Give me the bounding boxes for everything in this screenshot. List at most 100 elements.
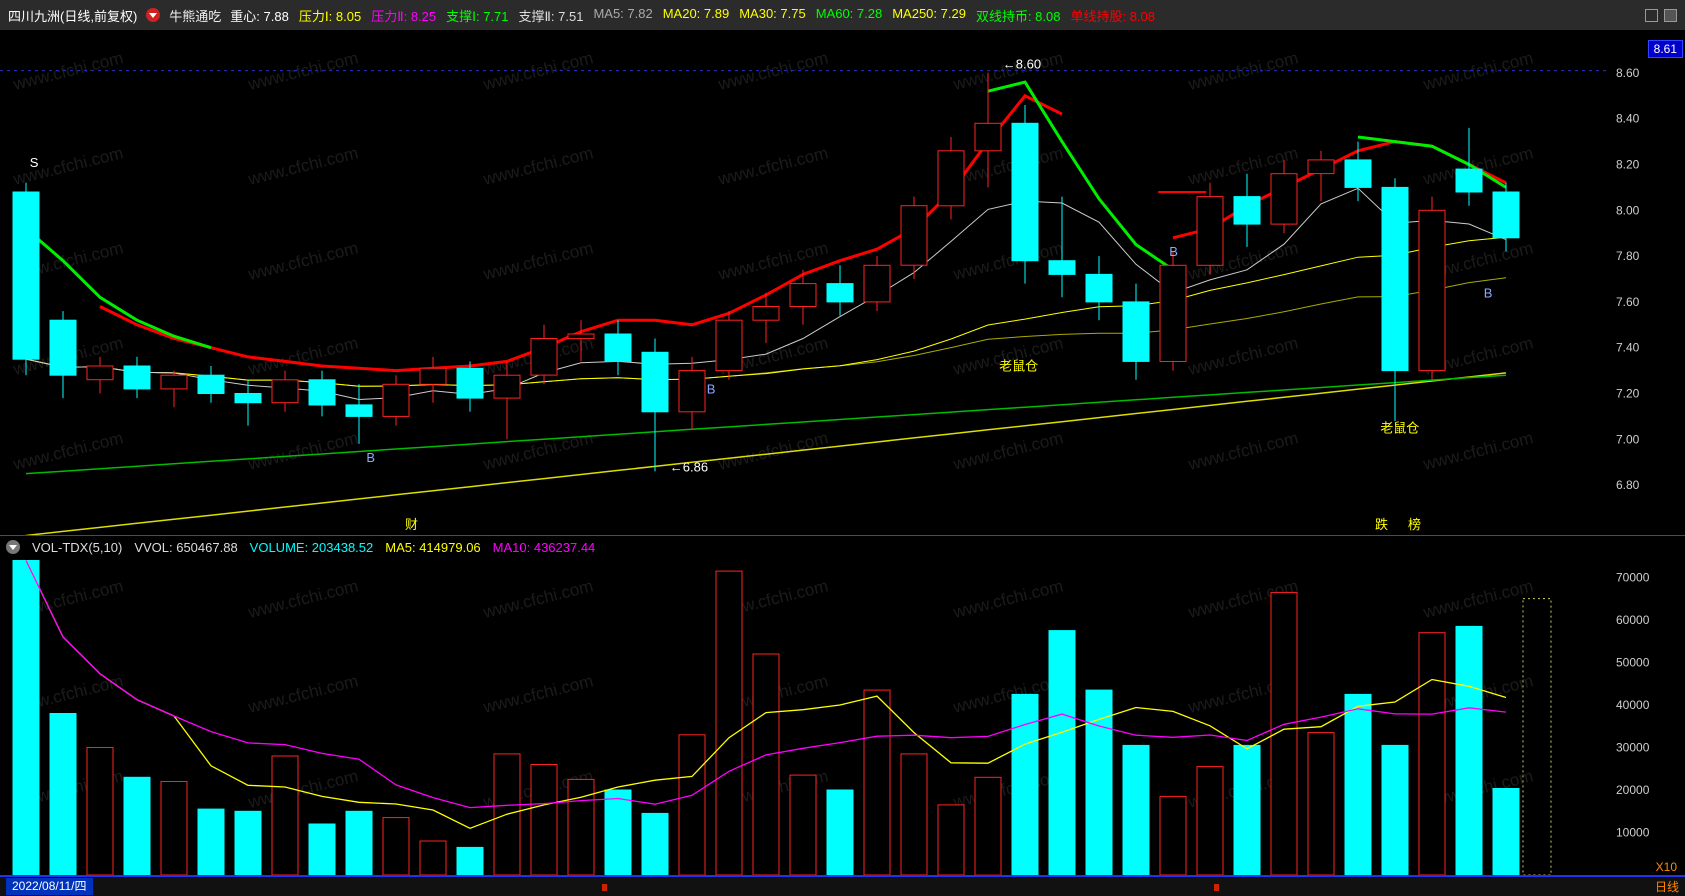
svg-text:B: B <box>1169 244 1178 259</box>
indicator-reading: 支撑Ⅱ: 7.51 <box>518 8 584 24</box>
svg-text:50000: 50000 <box>1616 656 1650 670</box>
svg-text:www.cfchi.com: www.cfchi.com <box>715 143 830 189</box>
indicator-reading: 压力Ⅱ: 8.25 <box>371 8 437 24</box>
svg-text:www.cfchi.com: www.cfchi.com <box>245 238 360 284</box>
svg-text:www.cfchi.com: www.cfchi.com <box>480 576 595 622</box>
candlestick-layer[interactable] <box>12 72 1520 472</box>
vol-dropdown-icon[interactable] <box>6 540 20 554</box>
indicator-name[interactable]: 牛熊通吃 <box>169 8 222 24</box>
svg-text:www.cfchi.com: www.cfchi.com <box>245 48 360 94</box>
svg-text:←6.86: ←6.86 <box>670 459 708 474</box>
volume-reading: MA5: 414979.06 <box>385 539 481 555</box>
svg-text:www.cfchi.com: www.cfchi.com <box>10 48 125 94</box>
ma250-line <box>25 372 1507 535</box>
svg-text:www.cfchi.com: www.cfchi.com <box>245 766 360 812</box>
svg-text:www.cfchi.com: www.cfchi.com <box>245 671 360 717</box>
chart-bottom-label: 跌 <box>1375 517 1389 532</box>
volume-chart[interactable]: www.cfchi.com www.cfchi.com www.cfchi.com w… <box>0 558 1685 875</box>
svg-text:老鼠仓: 老鼠仓 <box>1380 420 1419 435</box>
svg-text:20000: 20000 <box>1616 783 1650 797</box>
svg-text:8.20: 8.20 <box>1616 158 1640 172</box>
chevron-down-icon <box>9 544 17 550</box>
svg-text:www.cfchi.com: www.cfchi.com <box>480 48 595 94</box>
svg-text:B: B <box>366 450 375 465</box>
window-controls <box>1645 8 1677 22</box>
svg-text:www.cfchi.com: www.cfchi.com <box>1420 428 1535 474</box>
main-price-chart[interactable]: www.cfchi.com www.cfchi.com www.cfchi.com w… <box>0 30 1685 535</box>
svg-text:www.cfchi.com: www.cfchi.com <box>245 143 360 189</box>
svg-text:www.cfchi.com: www.cfchi.com <box>480 671 595 717</box>
chart-title: 四川九洲(日线,前复权) <box>8 8 138 24</box>
svg-text:70000: 70000 <box>1616 571 1650 585</box>
layout-toggle-icon[interactable] <box>1664 8 1677 22</box>
svg-text:←8.60: ←8.60 <box>1003 56 1041 71</box>
svg-text:www.cfchi.com: www.cfchi.com <box>1420 48 1535 94</box>
svg-text:www.cfchi.com: www.cfchi.com <box>480 143 595 189</box>
indicator-dropdown-icon[interactable] <box>146 8 161 22</box>
hold-stock-red-line <box>99 93 1507 373</box>
date-label: 2022/08/11/四 <box>6 878 93 895</box>
svg-text:www.cfchi.com: www.cfchi.com <box>245 576 360 622</box>
vvol-forecast-bar <box>1522 598 1552 875</box>
svg-text:www.cfchi.com: www.cfchi.com <box>10 428 125 474</box>
svg-text:7.80: 7.80 <box>1616 249 1640 263</box>
chart-bottom-label: 榜 <box>1408 517 1422 532</box>
svg-text:S: S <box>30 155 39 170</box>
svg-text:www.cfchi.com: www.cfchi.com <box>245 333 360 379</box>
indicator-reading: 单线持股: 8.08 <box>1070 8 1155 24</box>
svg-text:www.cfchi.com: www.cfchi.com <box>480 428 595 474</box>
period-selector[interactable]: 日线 <box>1654 880 1679 894</box>
svg-text:40000: 40000 <box>1616 698 1650 712</box>
indicator-reading: MA20: 7.89 <box>662 5 730 21</box>
volume-reading: VOLUME: 203438.52 <box>249 539 374 555</box>
volume-reading: VOL-TDX(5,10) <box>32 539 123 555</box>
volume-panel[interactable]: www.cfchi.com www.cfchi.com www.cfchi.com w… <box>0 558 1685 875</box>
svg-text:B: B <box>1484 285 1493 300</box>
watermark-layer: www.cfchi.com www.cfchi.com www.cfchi.com w… <box>10 48 1535 474</box>
svg-text:www.cfchi.com: www.cfchi.com <box>950 428 1065 474</box>
main-chart-panel[interactable]: www.cfchi.com www.cfchi.com www.cfchi.com w… <box>0 30 1685 535</box>
svg-text:7.20: 7.20 <box>1616 387 1640 401</box>
price-axis: 8.60 8.40 8.20 8.00 7.80 7.60 7.40 7.20 7.00 6.80 <box>1616 66 1640 492</box>
vol-ma10-line <box>25 560 1507 809</box>
svg-text:www.cfchi.com: www.cfchi.com <box>1185 333 1300 379</box>
svg-text:30000: 30000 <box>1616 741 1650 755</box>
indicator-reading: 支撑Ⅰ: 7.71 <box>446 8 509 24</box>
indicator-reading: MA5: 7.82 <box>593 5 653 21</box>
svg-text:www.cfchi.com: www.cfchi.com <box>715 238 830 284</box>
indicator-readings: 重心: 7.88 压力Ⅰ: 8.05 压力Ⅱ: 8.25 支撑Ⅰ: 7.71 支撑Ⅱ: … <box>230 6 1155 25</box>
indicator-reading: MA60: 7.28 <box>815 5 883 21</box>
svg-text:老鼠仓: 老鼠仓 <box>999 359 1038 374</box>
vol-multiplier-label: X10 <box>1655 860 1677 874</box>
svg-text:7.60: 7.60 <box>1616 295 1640 309</box>
svg-text:www.cfchi.com: www.cfchi.com <box>715 48 830 94</box>
svg-text:www.cfchi.com: www.cfchi.com <box>1185 428 1300 474</box>
svg-text:10000: 10000 <box>1616 826 1650 840</box>
svg-text:8.00: 8.00 <box>1616 203 1640 217</box>
volume-header: VOL-TDX(5,10) VVOL: 650467.88 VOLUME: 2034… <box>0 535 1685 558</box>
volume-reading: MA10: 436237.44 <box>492 539 596 555</box>
svg-text:www.cfchi.com: www.cfchi.com <box>950 238 1065 284</box>
svg-text:8.60: 8.60 <box>1616 66 1640 80</box>
ex-rights-marker <box>602 884 607 891</box>
chart-bottom-label: 财 <box>405 517 419 532</box>
svg-text:www.cfchi.com: www.cfchi.com <box>950 671 1065 717</box>
svg-text:www.cfchi.com: www.cfchi.com <box>950 766 1065 812</box>
volume-bars[interactable] <box>12 560 1520 876</box>
svg-text:www.cfchi.com: www.cfchi.com <box>245 428 360 474</box>
svg-text:www.cfchi.com: www.cfchi.com <box>1185 48 1300 94</box>
svg-text:60000: 60000 <box>1616 613 1650 627</box>
volume-readings: VOL-TDX(5,10) VVOL: 650467.88 VOLUME: 2034… <box>32 540 595 555</box>
svg-text:7.00: 7.00 <box>1616 432 1640 446</box>
indicator-reading: 双线持币: 8.08 <box>975 8 1061 24</box>
status-bar: 2022/08/11/四 日线 <box>0 875 1685 896</box>
panel-toggle-icon[interactable] <box>1645 8 1658 22</box>
indicator-reading: 压力Ⅰ: 8.05 <box>298 8 362 24</box>
svg-text:6.80: 6.80 <box>1616 478 1640 492</box>
svg-text:www.cfchi.com: www.cfchi.com <box>950 143 1065 189</box>
svg-text:7.40: 7.40 <box>1616 341 1640 355</box>
indicator-reading: 重心: 7.88 <box>230 8 289 24</box>
svg-text:www.cfchi.com: www.cfchi.com <box>715 428 830 474</box>
indicator-reading: MA250: 7.29 <box>892 5 966 21</box>
